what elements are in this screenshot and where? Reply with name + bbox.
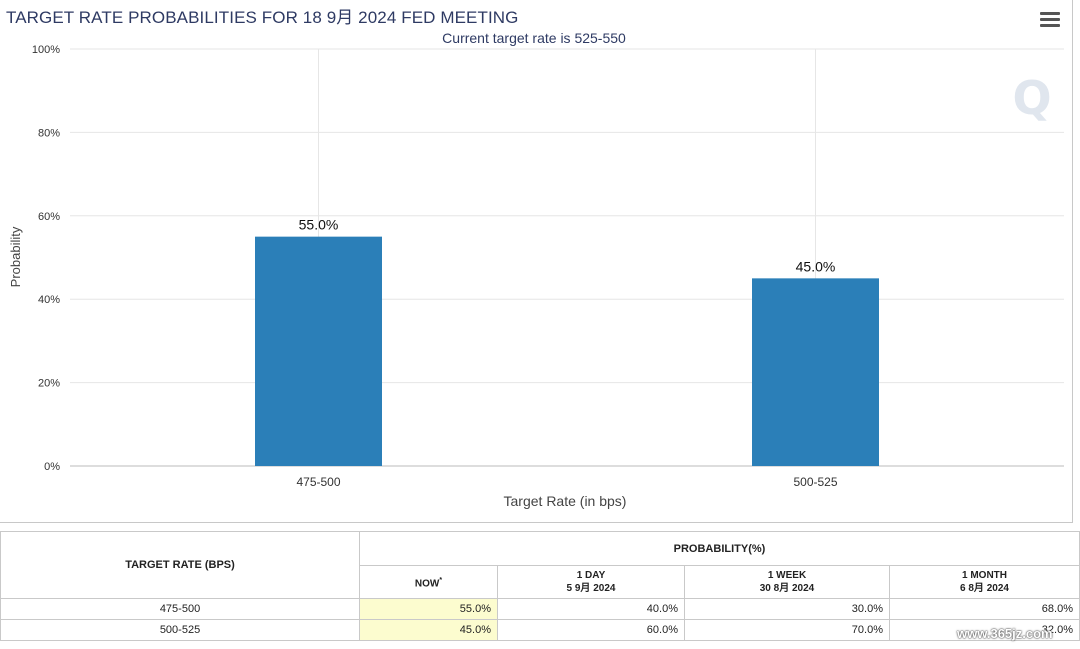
table-row: 475-500 55.0% 40.0% 30.0% 68.0% xyxy=(0,598,1080,620)
cell-rate: 500-525 xyxy=(0,619,360,641)
y-tick-label: 40% xyxy=(38,294,60,306)
y-tick-label: 80% xyxy=(38,127,60,139)
header-now: NOW* xyxy=(359,565,498,599)
bar xyxy=(255,236,382,466)
bar-chart: Current target rate is 525-550 Q 0% 20% 40% 6… xyxy=(8,30,1064,509)
y-tick-label: 0% xyxy=(44,461,60,473)
chart-subtitle: Current target rate is 525-550 xyxy=(442,30,626,46)
table-row: 500-525 45.0% 60.0% 70.0% 32.0% xyxy=(0,619,1080,641)
cell-1-month: 68.0% xyxy=(889,598,1080,620)
y-axis-label: Probability xyxy=(8,226,23,287)
watermark-text: www.365jz.com xyxy=(957,626,1053,641)
header-1-month: 1 MONTH 6 8月 2024 xyxy=(889,565,1080,599)
header-1-week: 1 WEEK 30 8月 2024 xyxy=(684,565,890,599)
cell-1-month: 32.0% xyxy=(889,619,1080,641)
x-tick-label: 475-500 xyxy=(296,475,340,489)
header-1-day: 1 DAY 5 9月 2024 xyxy=(497,565,685,599)
cell-1-week: 70.0% xyxy=(684,619,890,641)
probability-table: TARGET RATE (BPS) PROBABILITY(%) NOW* 1 … xyxy=(0,531,1080,641)
y-tick-label: 20% xyxy=(38,378,60,390)
cell-1-week: 30.0% xyxy=(684,598,890,620)
header-probability: PROBABILITY(%) xyxy=(359,531,1080,566)
hamburger-menu-icon[interactable] xyxy=(1040,12,1060,28)
data-label: 45.0% xyxy=(796,258,836,274)
logo-icon: Q xyxy=(1012,71,1051,125)
chart-panel: Current target rate is 525-550 Q 0% 20% 40% 6… xyxy=(0,0,1073,523)
header-target-rate: TARGET RATE (BPS) xyxy=(0,531,360,599)
bar xyxy=(752,278,879,466)
cell-1-day: 40.0% xyxy=(497,598,685,620)
cell-now: 45.0% xyxy=(359,619,498,641)
y-tick-label: 60% xyxy=(38,211,60,223)
x-axis-label: Target Rate (in bps) xyxy=(504,493,627,509)
cell-now: 55.0% xyxy=(359,598,498,620)
data-label: 55.0% xyxy=(299,217,339,233)
cell-1-day: 60.0% xyxy=(497,619,685,641)
chart-title: TARGET RATE PROBABILITIES FOR 18 9月 2024… xyxy=(6,8,519,27)
cell-rate: 475-500 xyxy=(0,598,360,620)
x-tick-label: 500-525 xyxy=(793,475,837,489)
y-tick-label: 100% xyxy=(32,44,60,56)
